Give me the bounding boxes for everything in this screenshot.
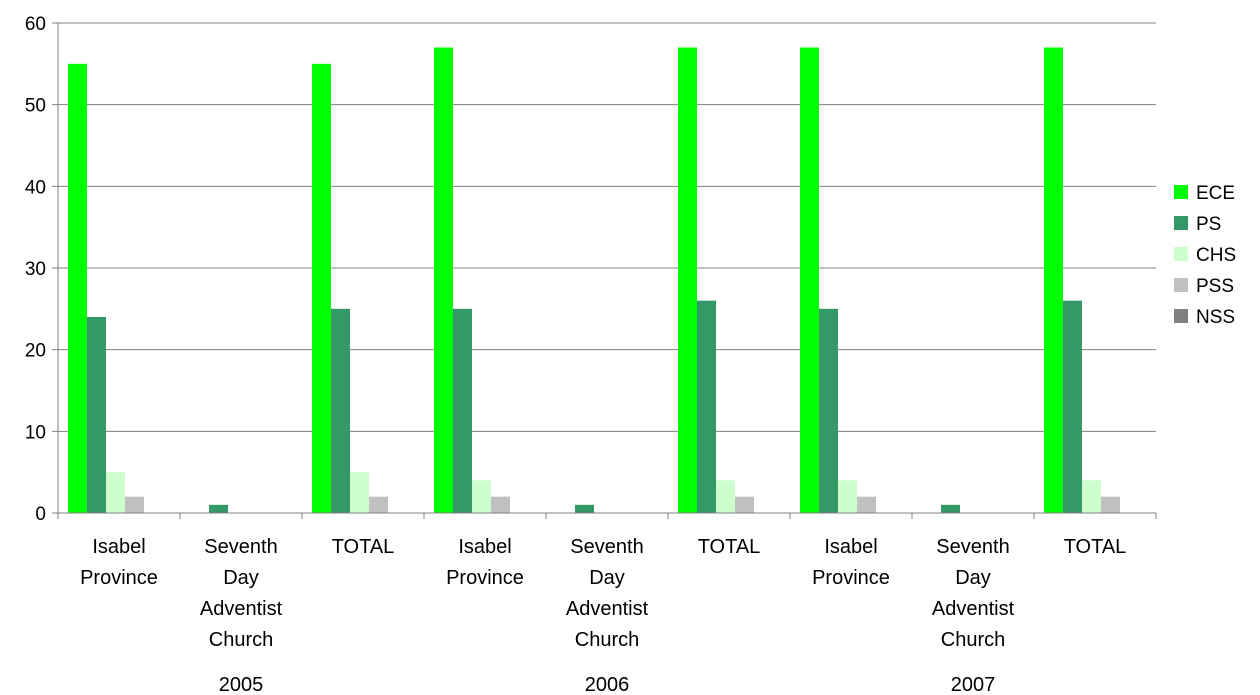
bar-chs (838, 480, 857, 513)
bar-pss (857, 496, 876, 513)
y-tick-label: 60 (25, 14, 46, 35)
bar-pss (125, 496, 144, 513)
legend-swatch-pss (1174, 278, 1188, 292)
x-category-label: Province (80, 567, 158, 589)
bar-ece (68, 63, 87, 513)
legend-label-pss: PSS (1196, 276, 1234, 297)
bar-pss (491, 496, 510, 513)
x-category-label: Day (589, 567, 625, 589)
x-category-label: Province (812, 567, 890, 589)
bar-pss (735, 496, 754, 513)
x-category-label: Day (955, 567, 991, 589)
bar-chs (106, 472, 125, 513)
x-category-label: Seventh (936, 536, 1009, 558)
legend-label-chs: CHS (1196, 245, 1236, 266)
y-tick-label: 30 (25, 259, 46, 280)
legend-swatch-ece (1174, 185, 1188, 199)
x-category-label: TOTAL (1064, 536, 1127, 558)
bar-ece (312, 63, 331, 513)
legend: ECE PS CHS PSS NSS (1174, 183, 1236, 328)
bar-ece (434, 47, 453, 513)
bar-ps (697, 300, 716, 513)
bar-ece (678, 47, 697, 513)
bar-chs (472, 480, 491, 513)
x-axis-category-labels: Isabel Province Seventh Day Adventist Church T… (80, 536, 1126, 651)
y-tick-label: 20 (25, 341, 46, 362)
x-category-label: Church (209, 629, 273, 651)
bar-ps (209, 504, 228, 513)
legend-swatch-ps (1174, 216, 1188, 230)
x-axis-group-labels: 2005 2006 2007 (219, 674, 996, 695)
x-category-label: Day (223, 567, 259, 589)
x-category-label: Isabel (458, 536, 511, 558)
x-category-label: Adventist (566, 598, 649, 620)
x-category-label: Seventh (204, 536, 277, 558)
bar-ps (1063, 300, 1082, 513)
axes (57, 23, 1157, 519)
bars (68, 47, 1120, 513)
bar-pss (369, 496, 388, 513)
bar-ps (453, 308, 472, 513)
y-tick-label: 0 (35, 504, 46, 525)
x-category-label: TOTAL (698, 536, 761, 558)
bar-ece (800, 47, 819, 513)
x-category-label: Church (575, 629, 639, 651)
x-group-label: 2006 (585, 674, 630, 695)
bar-chs (350, 472, 369, 513)
x-category-label: Seventh (570, 536, 643, 558)
gridlines (58, 22, 1156, 432)
bar-ps (941, 504, 960, 513)
y-tick-label: 50 (25, 96, 46, 117)
legend-label-ece: ECE (1196, 183, 1235, 204)
legend-swatch-nss (1174, 309, 1188, 323)
bar-ps (819, 308, 838, 513)
legend-label-ps: PS (1196, 214, 1221, 235)
legend-label-nss: NSS (1196, 307, 1235, 328)
x-category-label: Isabel (824, 536, 877, 558)
x-group-label: 2007 (951, 674, 996, 695)
bar-ps (575, 504, 594, 513)
x-group-label: 2005 (219, 674, 264, 695)
x-category-label: Adventist (200, 598, 283, 620)
x-category-label: Isabel (92, 536, 145, 558)
legend-swatch-chs (1174, 247, 1188, 261)
bar-ps (87, 317, 106, 513)
bar-chs (1082, 480, 1101, 513)
x-category-label: TOTAL (332, 536, 395, 558)
y-tick-label: 10 (25, 422, 46, 443)
y-axis-ticks: 0 10 20 30 40 50 60 (25, 14, 58, 525)
bar-chs (716, 480, 735, 513)
bar-ps (331, 308, 350, 513)
y-tick-label: 40 (25, 177, 46, 198)
x-category-label: Province (446, 567, 524, 589)
bar-ece (1044, 47, 1063, 513)
bar-pss (1101, 496, 1120, 513)
x-category-label: Church (941, 629, 1005, 651)
x-category-label: Adventist (932, 598, 1015, 620)
